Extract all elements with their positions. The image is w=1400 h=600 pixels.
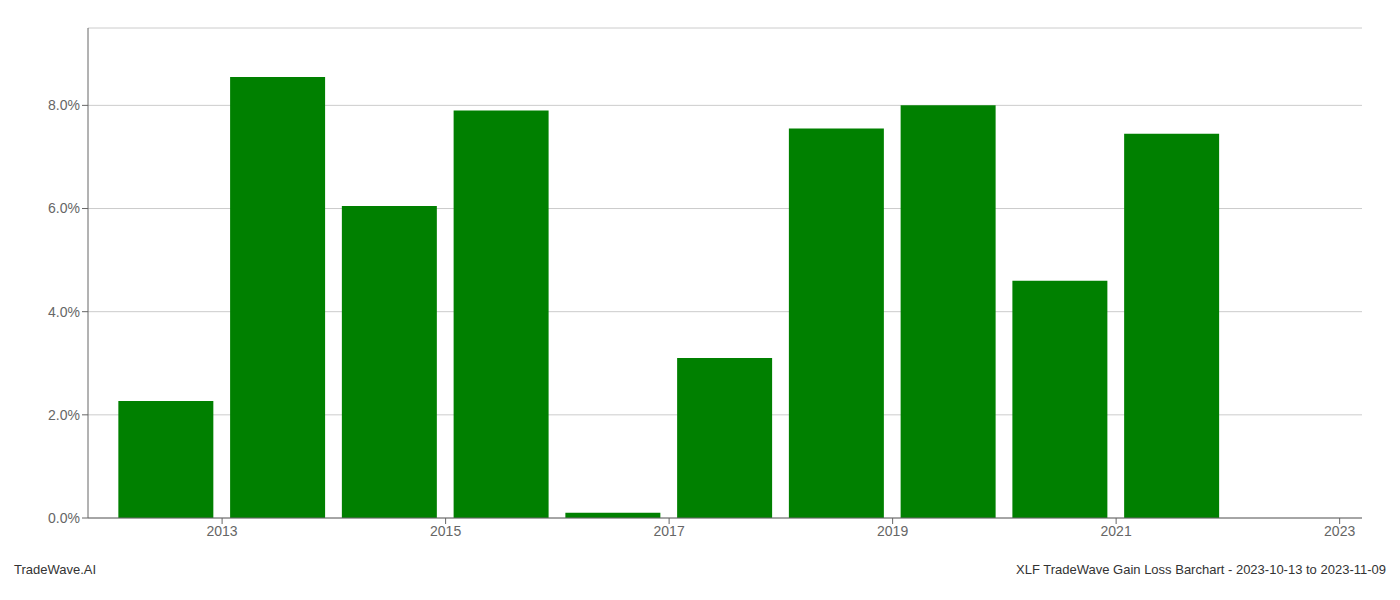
svg-text:2013: 2013 — [207, 523, 238, 539]
svg-text:4.0%: 4.0% — [48, 304, 80, 320]
svg-text:2015: 2015 — [430, 523, 461, 539]
html-text:XLF TradeWave Gain Loss Barcha: XLF TradeWave Gain Loss Barchart - 2023-… — [1016, 562, 1386, 577]
svg-text:2017: 2017 — [654, 523, 685, 539]
svg-text:2019: 2019 — [877, 523, 908, 539]
svg-text:2.0%: 2.0% — [48, 407, 80, 423]
html-text:TradeWave.AI: TradeWave.AI — [14, 562, 97, 577]
svg-text:2023: 2023 — [1324, 523, 1355, 539]
svg-text:8.0%: 8.0% — [48, 97, 80, 113]
svg-text:0.0%: 0.0% — [48, 510, 80, 526]
svg-text:6.0%: 6.0% — [48, 200, 80, 216]
svg-text:2021: 2021 — [1101, 523, 1132, 539]
